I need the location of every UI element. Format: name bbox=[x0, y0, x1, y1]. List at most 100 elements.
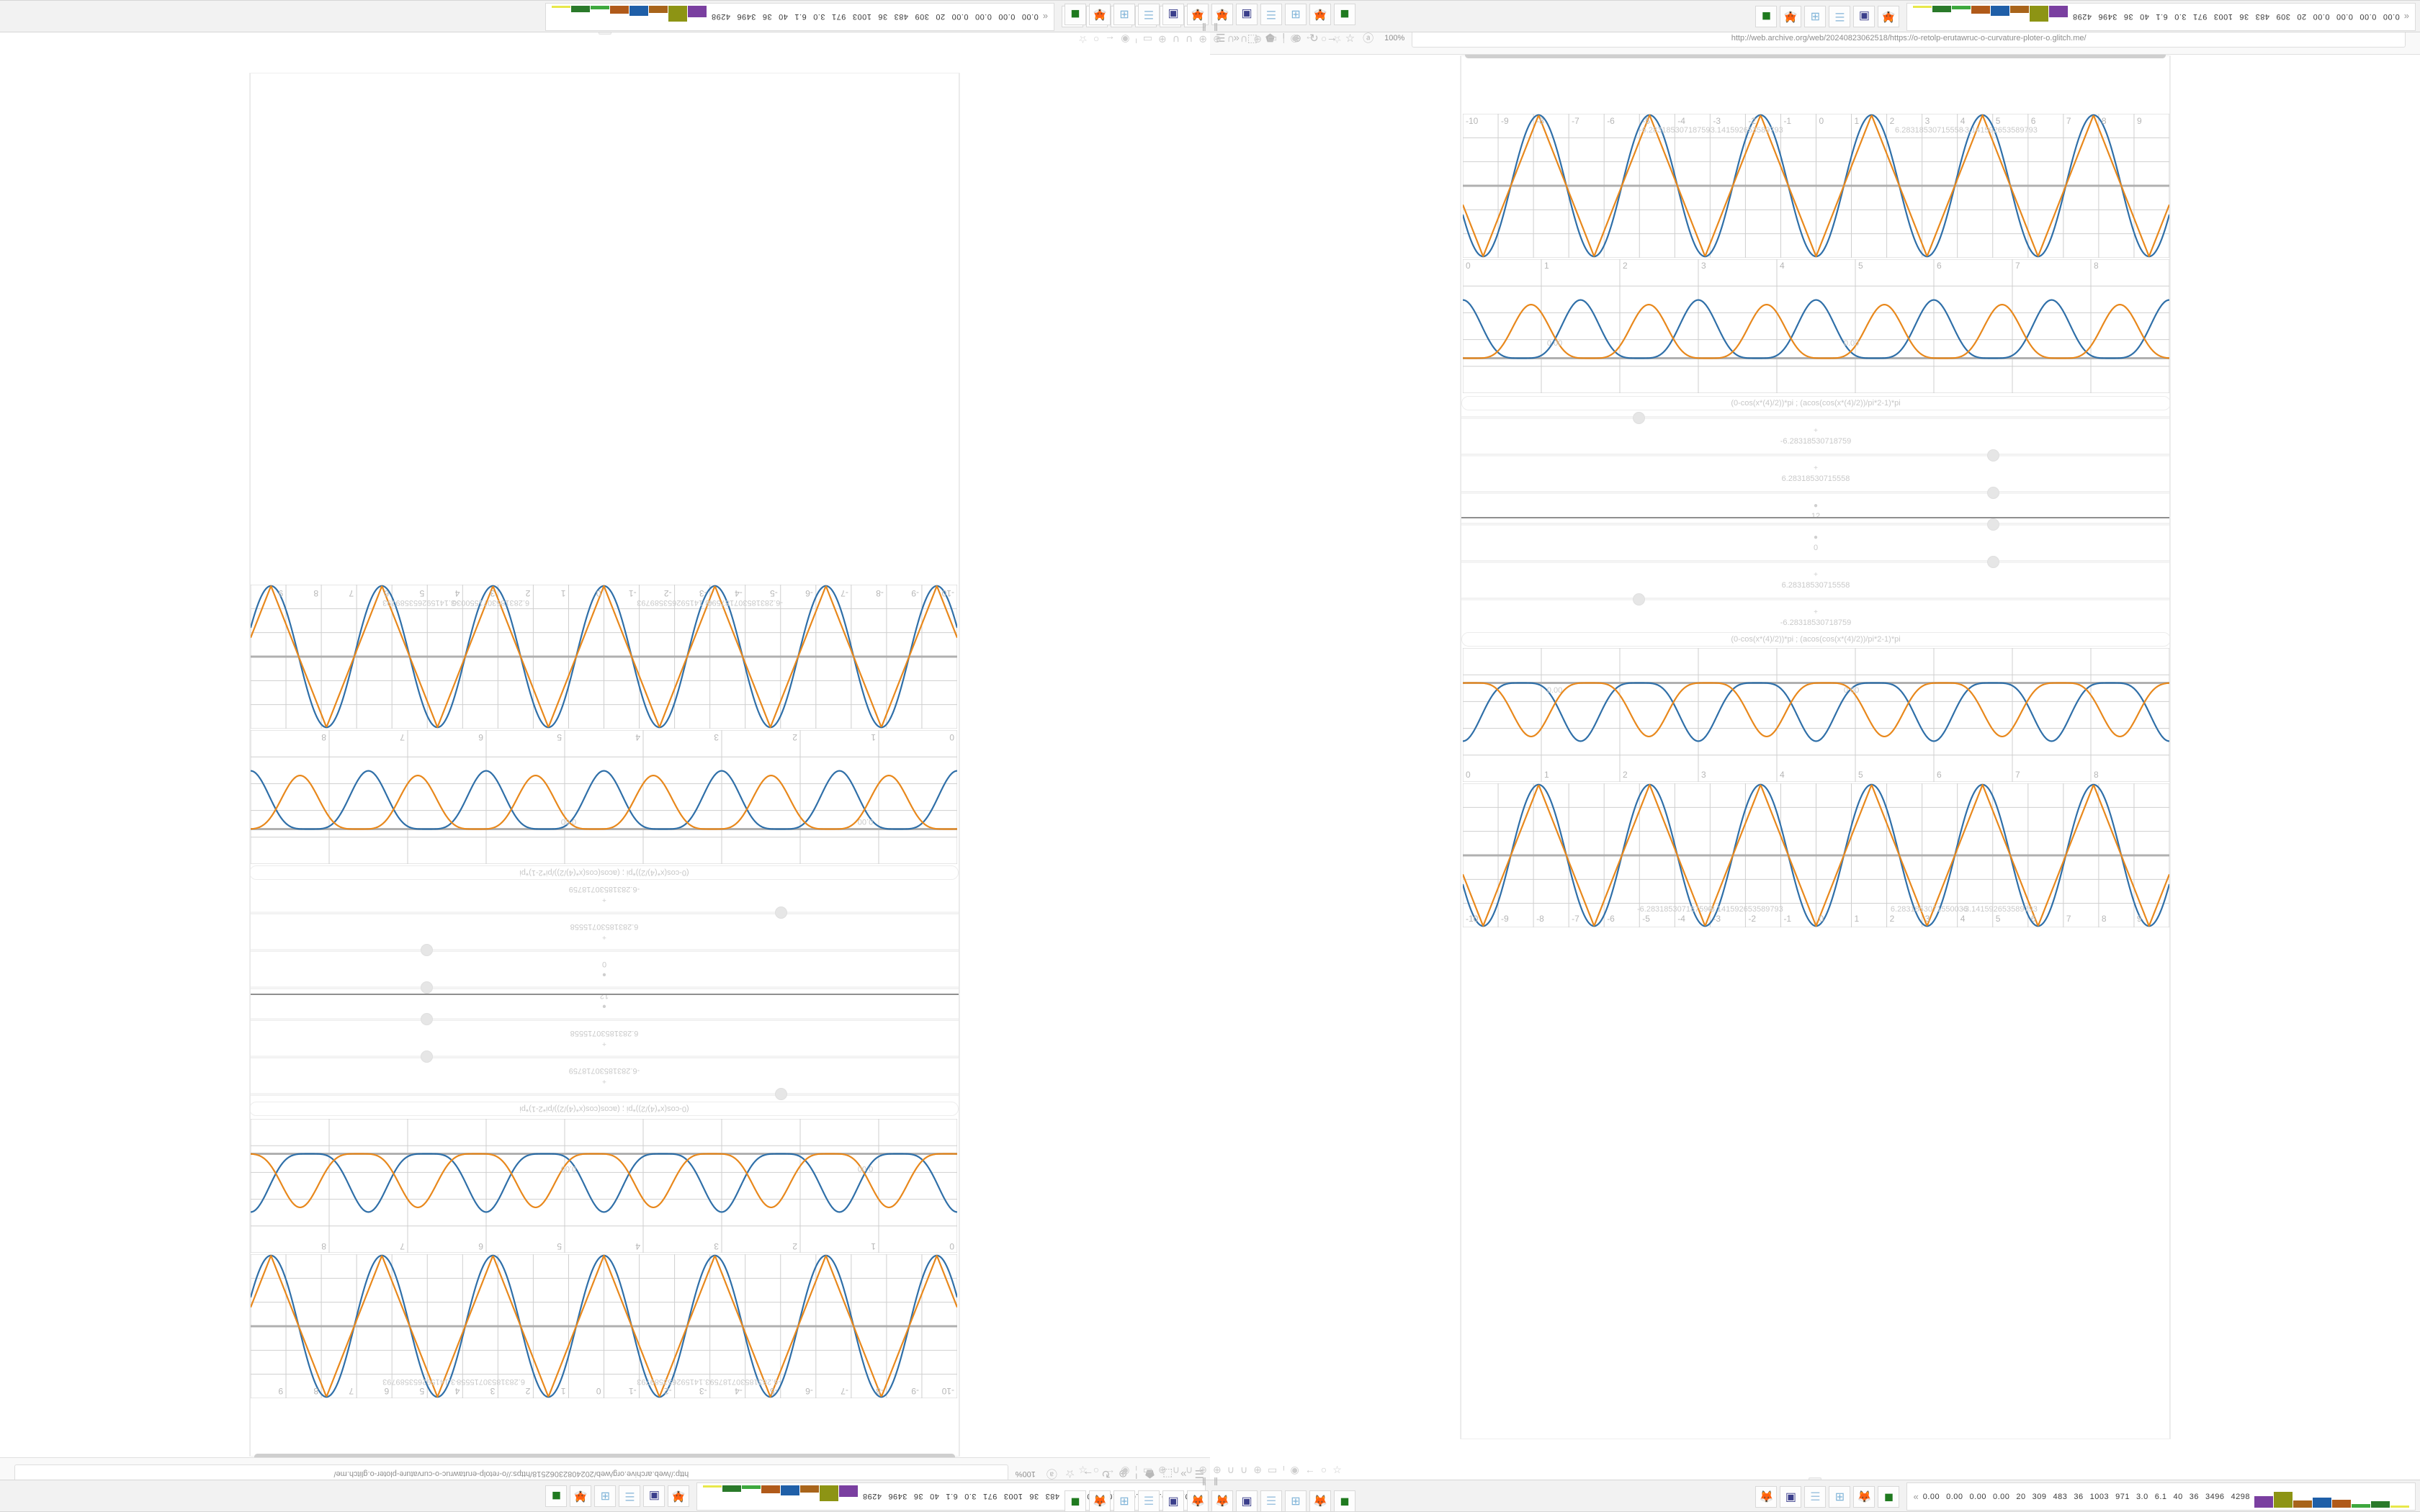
center-dock-top-app-text-editor[interactable]: ☰ bbox=[1260, 4, 1282, 25]
back-arrow-icon[interactable]: ← bbox=[1105, 34, 1116, 45]
star-icon[interactable]: ☆ bbox=[1345, 32, 1355, 45]
slider-step-range-max[interactable]: + bbox=[1814, 464, 1818, 472]
plot-top[interactable]: -10-9-8-7-6-5-4-3-2-1012345678910-6.2831… bbox=[251, 1254, 958, 1398]
globe-icon[interactable]: ⊕ bbox=[1292, 32, 1302, 45]
reload-icon[interactable]: ◉ bbox=[1290, 34, 1299, 46]
slider-track-range-max[interactable] bbox=[250, 1056, 959, 1058]
globe-icon[interactable]: ⊕ bbox=[1253, 1463, 1262, 1475]
center-dock-top-app-calculator[interactable]: ⊞ bbox=[1285, 4, 1307, 25]
taskbar-app-save-floppy[interactable]: ▣ bbox=[643, 1485, 666, 1508]
slider-track-samples[interactable] bbox=[250, 1018, 959, 1020]
circle-icon[interactable]: ○ bbox=[1093, 34, 1100, 45]
slider-step-offset[interactable]: + bbox=[602, 896, 606, 904]
pocket-icon[interactable]: ∪ bbox=[1172, 34, 1180, 46]
formula-bar-bottom[interactable]: (0-cos(x*(4)/2))*pi ; (acos(cos(x*(4)/2)… bbox=[250, 865, 959, 880]
slider-knob-range-max[interactable] bbox=[420, 1050, 433, 1063]
slider-row-range-max[interactable]: +6.28318530715558 bbox=[1461, 449, 2169, 491]
window-icon[interactable]: ▭ bbox=[1142, 34, 1153, 46]
slider-track-scale[interactable] bbox=[1461, 523, 2169, 526]
taskbar-app-firefox[interactable]: 🦊 bbox=[1755, 1485, 1778, 1508]
center-dock-app-firefox-2[interactable]: 🦊 bbox=[1089, 1490, 1111, 1512]
center-dock-top-app-terminal[interactable]: ◼ bbox=[1065, 4, 1086, 25]
globe-icon[interactable]: ⊕ bbox=[1213, 1463, 1222, 1475]
slider-row-range-max[interactable]: +6.28318530715558 bbox=[250, 1021, 959, 1063]
slider-track-range-max[interactable] bbox=[1461, 454, 2169, 456]
slider-knob-scale[interactable] bbox=[420, 981, 433, 994]
center-dock-top-app-save-floppy[interactable]: ▣ bbox=[1236, 4, 1258, 25]
slider-knob-range-max[interactable] bbox=[1987, 449, 2000, 462]
slider-row-amplitude[interactable]: +6.28318530715558 bbox=[250, 914, 959, 956]
center-dock-top-app-calculator[interactable]: ⊞ bbox=[1113, 4, 1135, 25]
window-icon[interactable]: ▭ bbox=[1267, 34, 1278, 46]
slider-row-range-min[interactable]: + -6.28318530718759 bbox=[250, 1058, 959, 1100]
slider-track-offset[interactable] bbox=[1461, 598, 2169, 600]
plot-second[interactable]: 01234567890.000.00 bbox=[251, 1119, 958, 1253]
pocket-icon[interactable]: ∪ bbox=[1172, 1463, 1180, 1475]
circle-icon[interactable]: ○ bbox=[1093, 1464, 1100, 1475]
formula-bar-bottom[interactable]: (0-cos(x*(4)/2))*pi ; (acos(cos(x*(4)/2)… bbox=[1461, 632, 2169, 647]
taskbar-app-calculator[interactable]: ⊞ bbox=[594, 1485, 617, 1508]
forward-arrow-icon[interactable]: → bbox=[1326, 32, 1337, 44]
slider-step-offset[interactable]: + bbox=[1814, 608, 1818, 616]
translate-icon[interactable]: ⓐ bbox=[1363, 32, 1374, 45]
center-dock-top-app-firefox-2[interactable]: 🦊 bbox=[1089, 4, 1111, 25]
trash-icon[interactable]: ᴵ bbox=[1283, 1464, 1285, 1475]
slider-track-amplitude[interactable] bbox=[1461, 561, 2169, 563]
globe-icon[interactable]: ⊕ bbox=[1198, 1463, 1207, 1475]
reload-icon[interactable]: ↻ bbox=[1309, 32, 1319, 45]
slider-knob-range-min[interactable] bbox=[1632, 412, 1645, 424]
slider-track-samples[interactable] bbox=[1461, 492, 2169, 494]
taskbar-app-firefox-2[interactable]: 🦊 bbox=[1853, 1485, 1876, 1508]
slider-row-samples[interactable]: ● 12 bbox=[1461, 487, 2169, 528]
zoom-level-label[interactable]: 100% bbox=[1384, 33, 1405, 42]
globe-icon[interactable]: ⊕ bbox=[1213, 34, 1222, 46]
pocket-icon[interactable]: ∪ bbox=[1227, 34, 1234, 46]
pocket-icon[interactable]: ∪ bbox=[1240, 1463, 1248, 1475]
reload-icon[interactable]: ◉ bbox=[1290, 1463, 1299, 1475]
trash-icon[interactable]: ᴵ bbox=[1135, 1464, 1137, 1475]
slider-step-amplitude[interactable]: + bbox=[1814, 571, 1818, 579]
slider-step-range-min[interactable]: + bbox=[1814, 427, 1818, 435]
pocket-icon[interactable]: ⬚ bbox=[1247, 32, 1258, 45]
pocket-icon[interactable]: ∪ bbox=[1240, 34, 1248, 46]
plot-bottom[interactable]: -10-9-8-7-6-5-4-3-2-1012345678910-6.2831… bbox=[251, 585, 958, 729]
globe-icon[interactable]: ⊕ bbox=[1158, 1463, 1167, 1475]
forward-arrow-icon[interactable]: → bbox=[1304, 34, 1315, 45]
page-scrollbar[interactable] bbox=[1464, 52, 2166, 58]
formula-bar-top[interactable]: (0-cos(x*(4)/2))*pi ; (acos(cos(x*(4)/2)… bbox=[250, 1102, 959, 1116]
slider-step-scale[interactable]: ● bbox=[601, 971, 607, 978]
plot-third[interactable]: 01234567890.000.00 bbox=[1462, 648, 2169, 782]
circle-icon[interactable]: ○ bbox=[1320, 1464, 1327, 1475]
center-dock-app-text-editor[interactable]: ☰ bbox=[1138, 1490, 1160, 1512]
forward-arrow-icon[interactable]: → bbox=[1105, 1464, 1116, 1475]
taskbar-app-text-editor[interactable]: ☰ bbox=[619, 1485, 641, 1508]
taskbar-app-save-floppy[interactable]: ▣ bbox=[1780, 1485, 1802, 1508]
trash-icon[interactable]: ᴵ bbox=[1135, 34, 1137, 45]
globe-icon[interactable]: ⊕ bbox=[1198, 34, 1207, 46]
slider-track-amplitude[interactable] bbox=[250, 949, 959, 951]
center-dock-app-terminal[interactable]: ◼ bbox=[1065, 1490, 1086, 1512]
slider-knob-samples[interactable] bbox=[420, 1013, 433, 1025]
slider-step-amplitude[interactable]: + bbox=[602, 933, 606, 941]
taskbar-app-terminal[interactable]: ◼ bbox=[1755, 6, 1778, 28]
slider-track-scale[interactable] bbox=[250, 986, 959, 989]
shield-icon[interactable]: ⬟ bbox=[1265, 32, 1276, 45]
pocket-icon[interactable]: ∪ bbox=[1227, 1463, 1234, 1475]
slider-row-scale[interactable]: ● 0 bbox=[250, 958, 959, 994]
taskbar-app-save-floppy[interactable]: ▣ bbox=[1853, 6, 1876, 28]
taskbar-app-terminal[interactable]: ◼ bbox=[1878, 1485, 1900, 1508]
taskbar-app-firefox[interactable]: 🦊 bbox=[1878, 6, 1900, 28]
star-icon[interactable]: ☆ bbox=[1078, 1463, 1088, 1475]
plot-bottom[interactable]: -10-9-8-7-6-5-4-3-2-1012345678910-6.2831… bbox=[1462, 783, 2169, 927]
globe-icon[interactable]: ⊕ bbox=[1158, 34, 1167, 46]
taskbar-app-firefox-2[interactable]: 🦊 bbox=[570, 1485, 592, 1508]
center-dock-app-calculator[interactable]: ⊞ bbox=[1285, 1490, 1307, 1512]
slider-knob-range-min[interactable] bbox=[775, 1088, 788, 1100]
plot-third[interactable]: 01234567890.000.00 bbox=[251, 730, 958, 864]
circle-icon[interactable]: ○ bbox=[1320, 34, 1327, 45]
pocket-icon[interactable]: ∪ bbox=[1186, 34, 1193, 46]
window-icon[interactable]: ▭ bbox=[1267, 1463, 1278, 1475]
taskbar-app-calculator[interactable]: ⊞ bbox=[1829, 1485, 1851, 1508]
